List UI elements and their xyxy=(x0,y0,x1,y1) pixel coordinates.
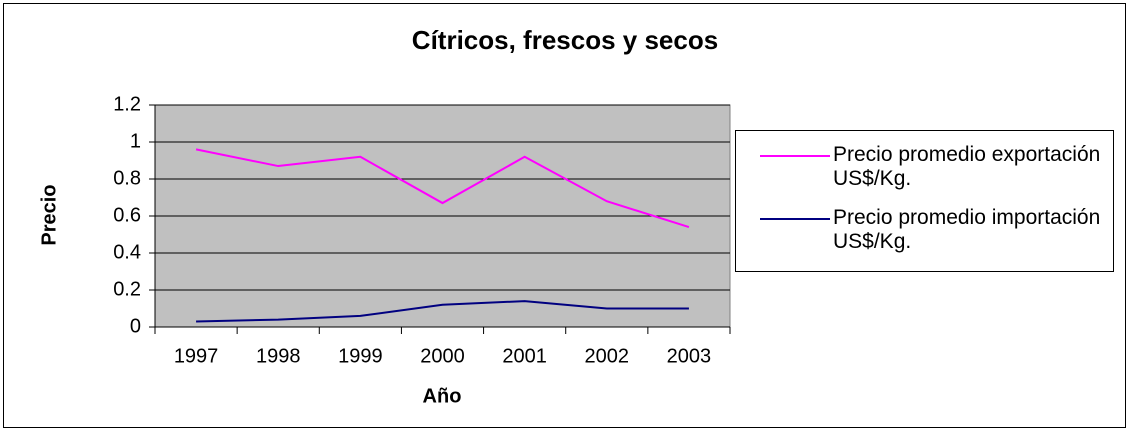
series-line xyxy=(196,300,689,323)
x-tick-label: 2000 xyxy=(420,345,465,367)
x-axis-label: Año xyxy=(423,385,462,407)
y-tick-label: 0.8 xyxy=(113,167,141,189)
x-tick-label: 1998 xyxy=(256,345,301,367)
x-tick-label: 1999 xyxy=(338,345,383,367)
legend-label: Precio promedio exportación US$/Kg. xyxy=(833,143,1101,190)
x-tick-label: 1997 xyxy=(174,345,219,367)
y-tick-label: 1.2 xyxy=(113,93,141,115)
legend-swatch xyxy=(760,218,830,220)
x-tick-label: 2002 xyxy=(585,345,630,367)
y-tick-label: 0 xyxy=(130,315,141,337)
chart-title: Cítricos, frescos y secos xyxy=(412,25,718,55)
y-tick-label: 0.2 xyxy=(113,278,141,300)
legend-swatch xyxy=(760,155,830,157)
legend-label: Precio promedio importación US$/Kg. xyxy=(833,206,1101,253)
y-tick-label: 0.4 xyxy=(113,241,141,263)
y-axis-label: Precio xyxy=(38,184,60,245)
y-tick-label: 1 xyxy=(130,130,141,152)
legend: Precio promedio exportación US$/Kg. Preci… xyxy=(735,130,1114,272)
x-tick-label: 2003 xyxy=(667,345,712,367)
series-line xyxy=(195,148,690,229)
x-tick-label: 2001 xyxy=(502,345,547,367)
y-tick-label: 0.6 xyxy=(113,204,141,226)
